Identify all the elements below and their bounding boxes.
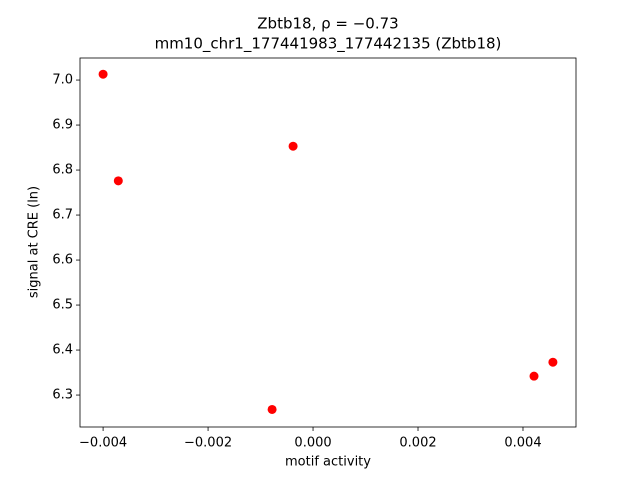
plot-frame (79, 57, 577, 428)
y-tick-label: 6.9 (52, 118, 73, 133)
x-tick-label: 0.004 (504, 436, 541, 451)
x-axis-label: motif activity (285, 455, 371, 470)
y-tick-label: 6.5 (52, 298, 73, 313)
y-tick-label: 6.4 (52, 343, 73, 358)
y-tick-label: 6.7 (52, 208, 73, 223)
point (548, 357, 558, 367)
x-tick-label: −0.004 (79, 436, 127, 451)
x-tick-label: 0.000 (294, 436, 331, 451)
y-axis-label: signal at CRE (ln) (27, 186, 42, 298)
x-tick-label: 0.002 (399, 436, 436, 451)
y-tick-label: 6.6 (52, 253, 73, 268)
point (267, 404, 277, 414)
chart-subtitle: mm10_chr1_177441983_177442135 (Zbtb18) (155, 35, 502, 54)
point (288, 141, 298, 151)
chart-title: Zbtb18, ρ = −0.73 (257, 15, 398, 33)
y-tick-label: 6.3 (52, 388, 73, 403)
point (113, 176, 123, 186)
x-tick-label: −0.002 (184, 436, 232, 451)
point (529, 371, 539, 381)
point (98, 69, 108, 79)
y-tick-label: 6.8 (52, 163, 73, 178)
y-tick-label: 7.0 (52, 73, 73, 88)
